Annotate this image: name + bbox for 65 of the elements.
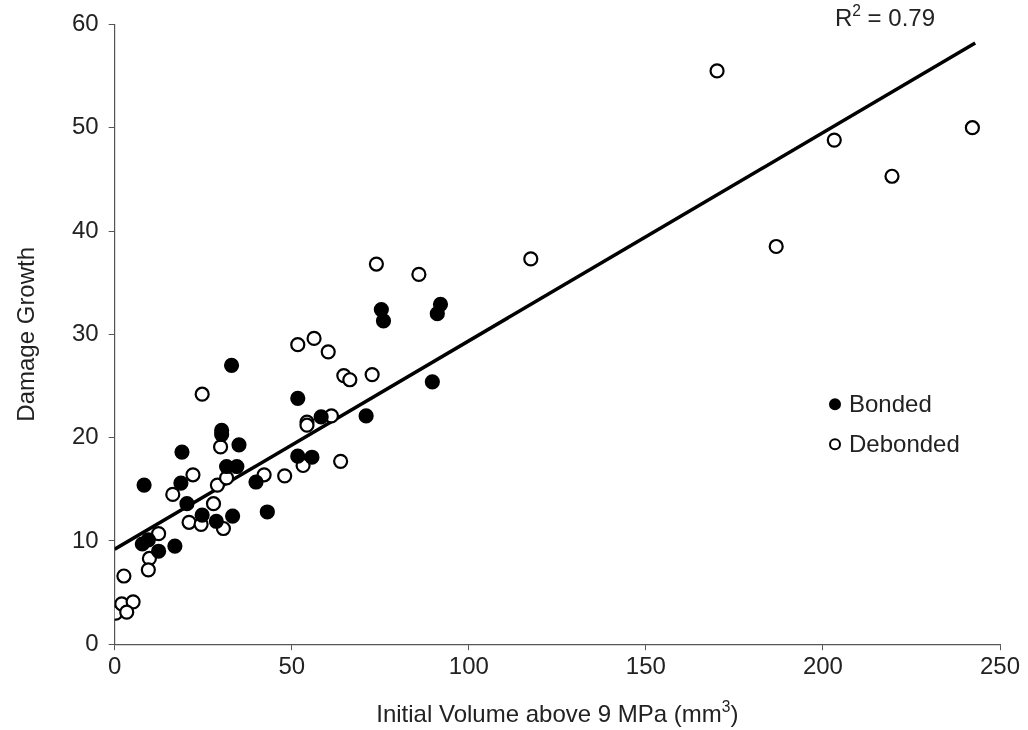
point [333, 453, 349, 469]
point [140, 562, 156, 578]
point [523, 251, 539, 267]
point [290, 337, 306, 353]
x-tick-label: 50 [278, 652, 306, 680]
point [306, 330, 322, 347]
point [173, 475, 189, 491]
legend-label: Bonded [849, 389, 932, 417]
point [194, 507, 210, 523]
point [179, 496, 195, 512]
y-tick-label: 30 [71, 318, 99, 346]
y-tick-label: 40 [71, 215, 99, 243]
x-tick-label: 0 [108, 652, 122, 680]
legend-label: Debonded [849, 429, 960, 457]
point [185, 467, 201, 483]
point [151, 543, 167, 559]
point [212, 439, 229, 455]
point [231, 437, 247, 453]
point [165, 486, 181, 503]
point [964, 120, 980, 136]
y-axis-title: Damage Growth [12, 246, 39, 422]
point [411, 266, 427, 282]
point [709, 63, 725, 79]
point [304, 449, 320, 465]
point [259, 504, 275, 520]
point [119, 604, 135, 620]
point [194, 386, 210, 402]
point [429, 306, 445, 322]
point [116, 568, 132, 584]
point [313, 409, 329, 425]
point [768, 238, 784, 255]
y-tick-label: 20 [71, 422, 99, 450]
point [167, 538, 183, 554]
y-tick-label: 10 [71, 525, 99, 553]
x-tick-label: 250 [979, 652, 1021, 680]
point [364, 366, 380, 383]
point [223, 357, 240, 373]
point [174, 444, 190, 460]
point [225, 508, 241, 524]
point [151, 526, 167, 542]
point [140, 532, 156, 548]
point [125, 594, 141, 610]
point [290, 448, 306, 464]
point [424, 374, 440, 390]
point [290, 390, 306, 406]
point [320, 344, 336, 360]
y-tick-label: 50 [71, 112, 99, 140]
point [248, 474, 264, 490]
point [208, 513, 224, 529]
point [368, 256, 384, 272]
x-tick-label: 100 [448, 652, 489, 680]
point [826, 132, 842, 148]
y-tick-label: 60 [71, 9, 99, 37]
point [375, 313, 392, 329]
point [884, 168, 900, 184]
point [181, 514, 197, 530]
point [277, 468, 293, 484]
x-tick-label: 200 [802, 652, 843, 680]
point [229, 458, 245, 475]
point [342, 372, 358, 388]
point [136, 477, 152, 493]
point [358, 408, 374, 424]
point [205, 496, 222, 512]
y-tick-label: 0 [85, 628, 99, 656]
x-tick-label: 150 [625, 652, 666, 680]
